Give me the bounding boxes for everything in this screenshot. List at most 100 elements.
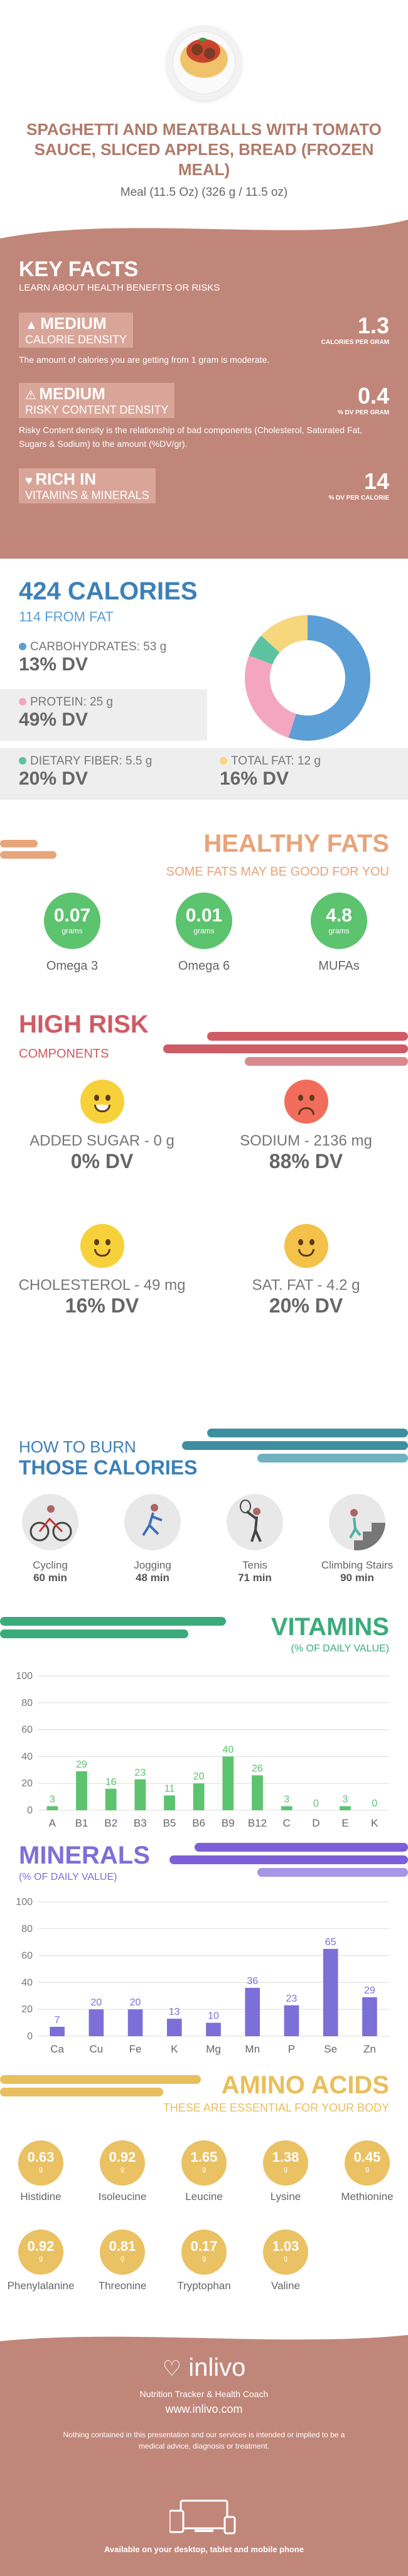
vitamin-bar	[76, 1771, 87, 1810]
happy-face-icon	[80, 1080, 124, 1124]
mineral-category-label: Fe	[129, 2043, 142, 2055]
activity-tenis: Tenis 71 min	[205, 1494, 305, 1584]
mineral-category-label: Se	[324, 2043, 337, 2055]
vitamin-y-tick: 80	[21, 1698, 33, 1709]
vitamin-category-label: B5	[163, 1817, 176, 1829]
vitamin-bar	[252, 1775, 263, 1810]
protein-dot-icon	[19, 698, 26, 706]
rich-in-label: VITAMINS & MINERALS	[25, 489, 149, 502]
mineral-bar	[362, 1997, 377, 2036]
risky-density-unit: % DV PER GRAM	[337, 409, 389, 416]
mineral-value-label: 13	[169, 2007, 180, 2017]
wave-divider	[0, 2329, 408, 2341]
vitamin-value-label: 23	[134, 1768, 146, 1778]
minerals-subtitle: (% OF DAILY VALUE)	[19, 1872, 117, 1882]
key-facts-section: KEY FACTS LEARN ABOUT HEALTH BENEFITS OR…	[0, 220, 408, 559]
vitamin-value-label: 40	[222, 1744, 234, 1755]
fiber-dot-icon	[19, 757, 26, 765]
warning-icon: ⚠	[25, 389, 36, 402]
devices-icon	[169, 2499, 236, 2535]
mineral-y-tick: 60	[21, 1951, 33, 1962]
rich-in-level: RICH IN	[35, 470, 97, 488]
risky-density-item: ⚠ MEDIUM RISKY CONTENT DENSITY 0.4 % DV …	[19, 383, 389, 451]
vitamin-y-tick: 40	[21, 1751, 33, 1762]
mineral-bar	[166, 2019, 182, 2036]
mineral-value-label: 36	[247, 1976, 258, 1987]
vitamin-category-label: C	[283, 1817, 291, 1829]
vitamin-category-label: A	[49, 1817, 56, 1829]
fat-dv: 16% DV	[220, 768, 289, 789]
calorie-density-item: ▲ MEDIUM CALORIE DENSITY 1.3 CALORIES PE…	[19, 313, 389, 367]
decor-stripes	[0, 840, 56, 859]
omega3-circle: 0.07 grams	[38, 893, 107, 949]
footer-tagline: Nutrition Tracker & Health Coach	[139, 2389, 269, 2399]
decor-stripes	[0, 1617, 226, 1638]
decor-stripes	[0, 2075, 201, 2096]
vitamin-bar	[105, 1788, 117, 1810]
high-risk-title: HIGH RISK	[19, 1011, 149, 1038]
fat-label: TOTAL FAT: 12 g	[231, 754, 321, 768]
activity-climbing-stairs: Climbing Stairs 90 min	[307, 1494, 407, 1584]
vitamin-y-tick: 100	[16, 1671, 33, 1682]
risk-sat-fat: SAT. FAT - 4.2 g 20% DV	[204, 1224, 408, 1318]
footer-available: Available on your desktop, tablet and mo…	[104, 2545, 304, 2554]
minerals-section: MINERALS (% OF DAILY VALUE) 0 20 40 60 80 100…	[0, 1839, 408, 2065]
vitamin-value-label: 26	[252, 1763, 263, 1774]
vitamin-value-label: 3	[50, 1795, 55, 1805]
amino-threonine: 0.81 g Threonine	[82, 2230, 163, 2292]
mineral-y-tick: 100	[16, 1897, 33, 1908]
minerals-title: MINERALS	[19, 1842, 150, 1869]
amino-subtitle: THESE ARE ESSENTIAL FOR YOUR BODY	[163, 2101, 389, 2114]
footer-disclaimer: Nothing contained in this presentation a…	[63, 2430, 345, 2450]
vitamins-subtitle: (% OF DAILY VALUE)	[291, 1643, 389, 1654]
macro-donut-chart	[245, 615, 370, 741]
mineral-category-label: Zn	[363, 2043, 376, 2055]
healthy-fats-subtitle: SOME FATS MAY BE GOOD FOR YOU	[166, 865, 389, 879]
carbs-dv: 13% DV	[19, 654, 89, 675]
mineral-value-label: 20	[130, 1997, 141, 2008]
rich-in-value: 14	[363, 468, 389, 494]
risky-density-label: RISKY CONTENT DENSITY	[25, 404, 169, 416]
mineral-value-label: 10	[208, 2011, 219, 2022]
burn-calories-section: HOW TO BURN THOSE CALORIES Cycling 60 mi…	[0, 1419, 408, 1607]
flame-icon: ▲	[25, 318, 38, 332]
vitamin-category-label: E	[341, 1817, 348, 1829]
risky-density-level: MEDIUM	[39, 384, 105, 403]
mineral-category-label: Cu	[89, 2043, 103, 2055]
activity-jogging: Jogging 48 min	[102, 1494, 203, 1584]
mineral-category-label: Ca	[50, 2043, 64, 2055]
rich-in-unit: % DV PER CALORIE	[328, 495, 389, 502]
mineral-category-label: K	[171, 2043, 178, 2055]
vitamins-bar-chart: 0 20 40 60 80 100 3 A 29 B1 16 B2 23 B3 11 B5 20 B6 40 B9 26…	[16, 1671, 389, 1829]
mineral-y-tick: 40	[21, 1977, 33, 1988]
vitamin-category-label: B2	[104, 1817, 117, 1829]
risky-density-desc: Risky Content density is the relationshi…	[19, 425, 363, 449]
smile-face-icon	[80, 1224, 124, 1268]
fat-dot-icon	[220, 757, 227, 765]
decor-stripes	[182, 1429, 408, 1462]
mineral-bar	[89, 2009, 104, 2036]
protein-dv: 49% DV	[19, 709, 89, 730]
calorie-density-label: CALORIE DENSITY	[25, 333, 127, 346]
vitamin-y-tick: 60	[21, 1725, 33, 1736]
healthy-fats-title: HEALTHY FATS	[203, 830, 389, 857]
calories-section: 424 CALORIES 114 FROM FAT CARBOHYDRATES:…	[0, 559, 408, 822]
stairs-icon	[329, 1494, 385, 1550]
macro-protein: PROTEIN: 25 g 49% DV	[0, 695, 113, 731]
vitamin-value-label: 11	[164, 1783, 175, 1794]
omega6-circle: 0.01 grams	[169, 893, 239, 949]
heart-icon: ♥	[25, 474, 33, 488]
mineral-y-tick: 0	[27, 2031, 33, 2042]
mineral-value-label: 65	[325, 1937, 336, 1948]
vitamin-y-tick: 20	[21, 1778, 33, 1789]
risk-sodium: SODIUM - 2136 mg 88% DV	[204, 1080, 408, 1173]
mineral-bar	[206, 2022, 221, 2036]
calorie-density-desc: The amount of calories you are getting f…	[19, 355, 270, 365]
footer-site-link[interactable]: www.inlivo.com	[165, 2403, 243, 2415]
carbs-dot-icon	[19, 643, 26, 650]
vitamins-title: VITAMINS	[271, 1613, 389, 1641]
mineral-bar	[127, 2009, 143, 2036]
vitamin-value-label: 16	[105, 1777, 117, 1788]
mineral-y-tick: 80	[21, 1924, 33, 1935]
serving-size: Meal (11.5 Oz) (326 g / 11.5 oz)	[120, 186, 288, 199]
